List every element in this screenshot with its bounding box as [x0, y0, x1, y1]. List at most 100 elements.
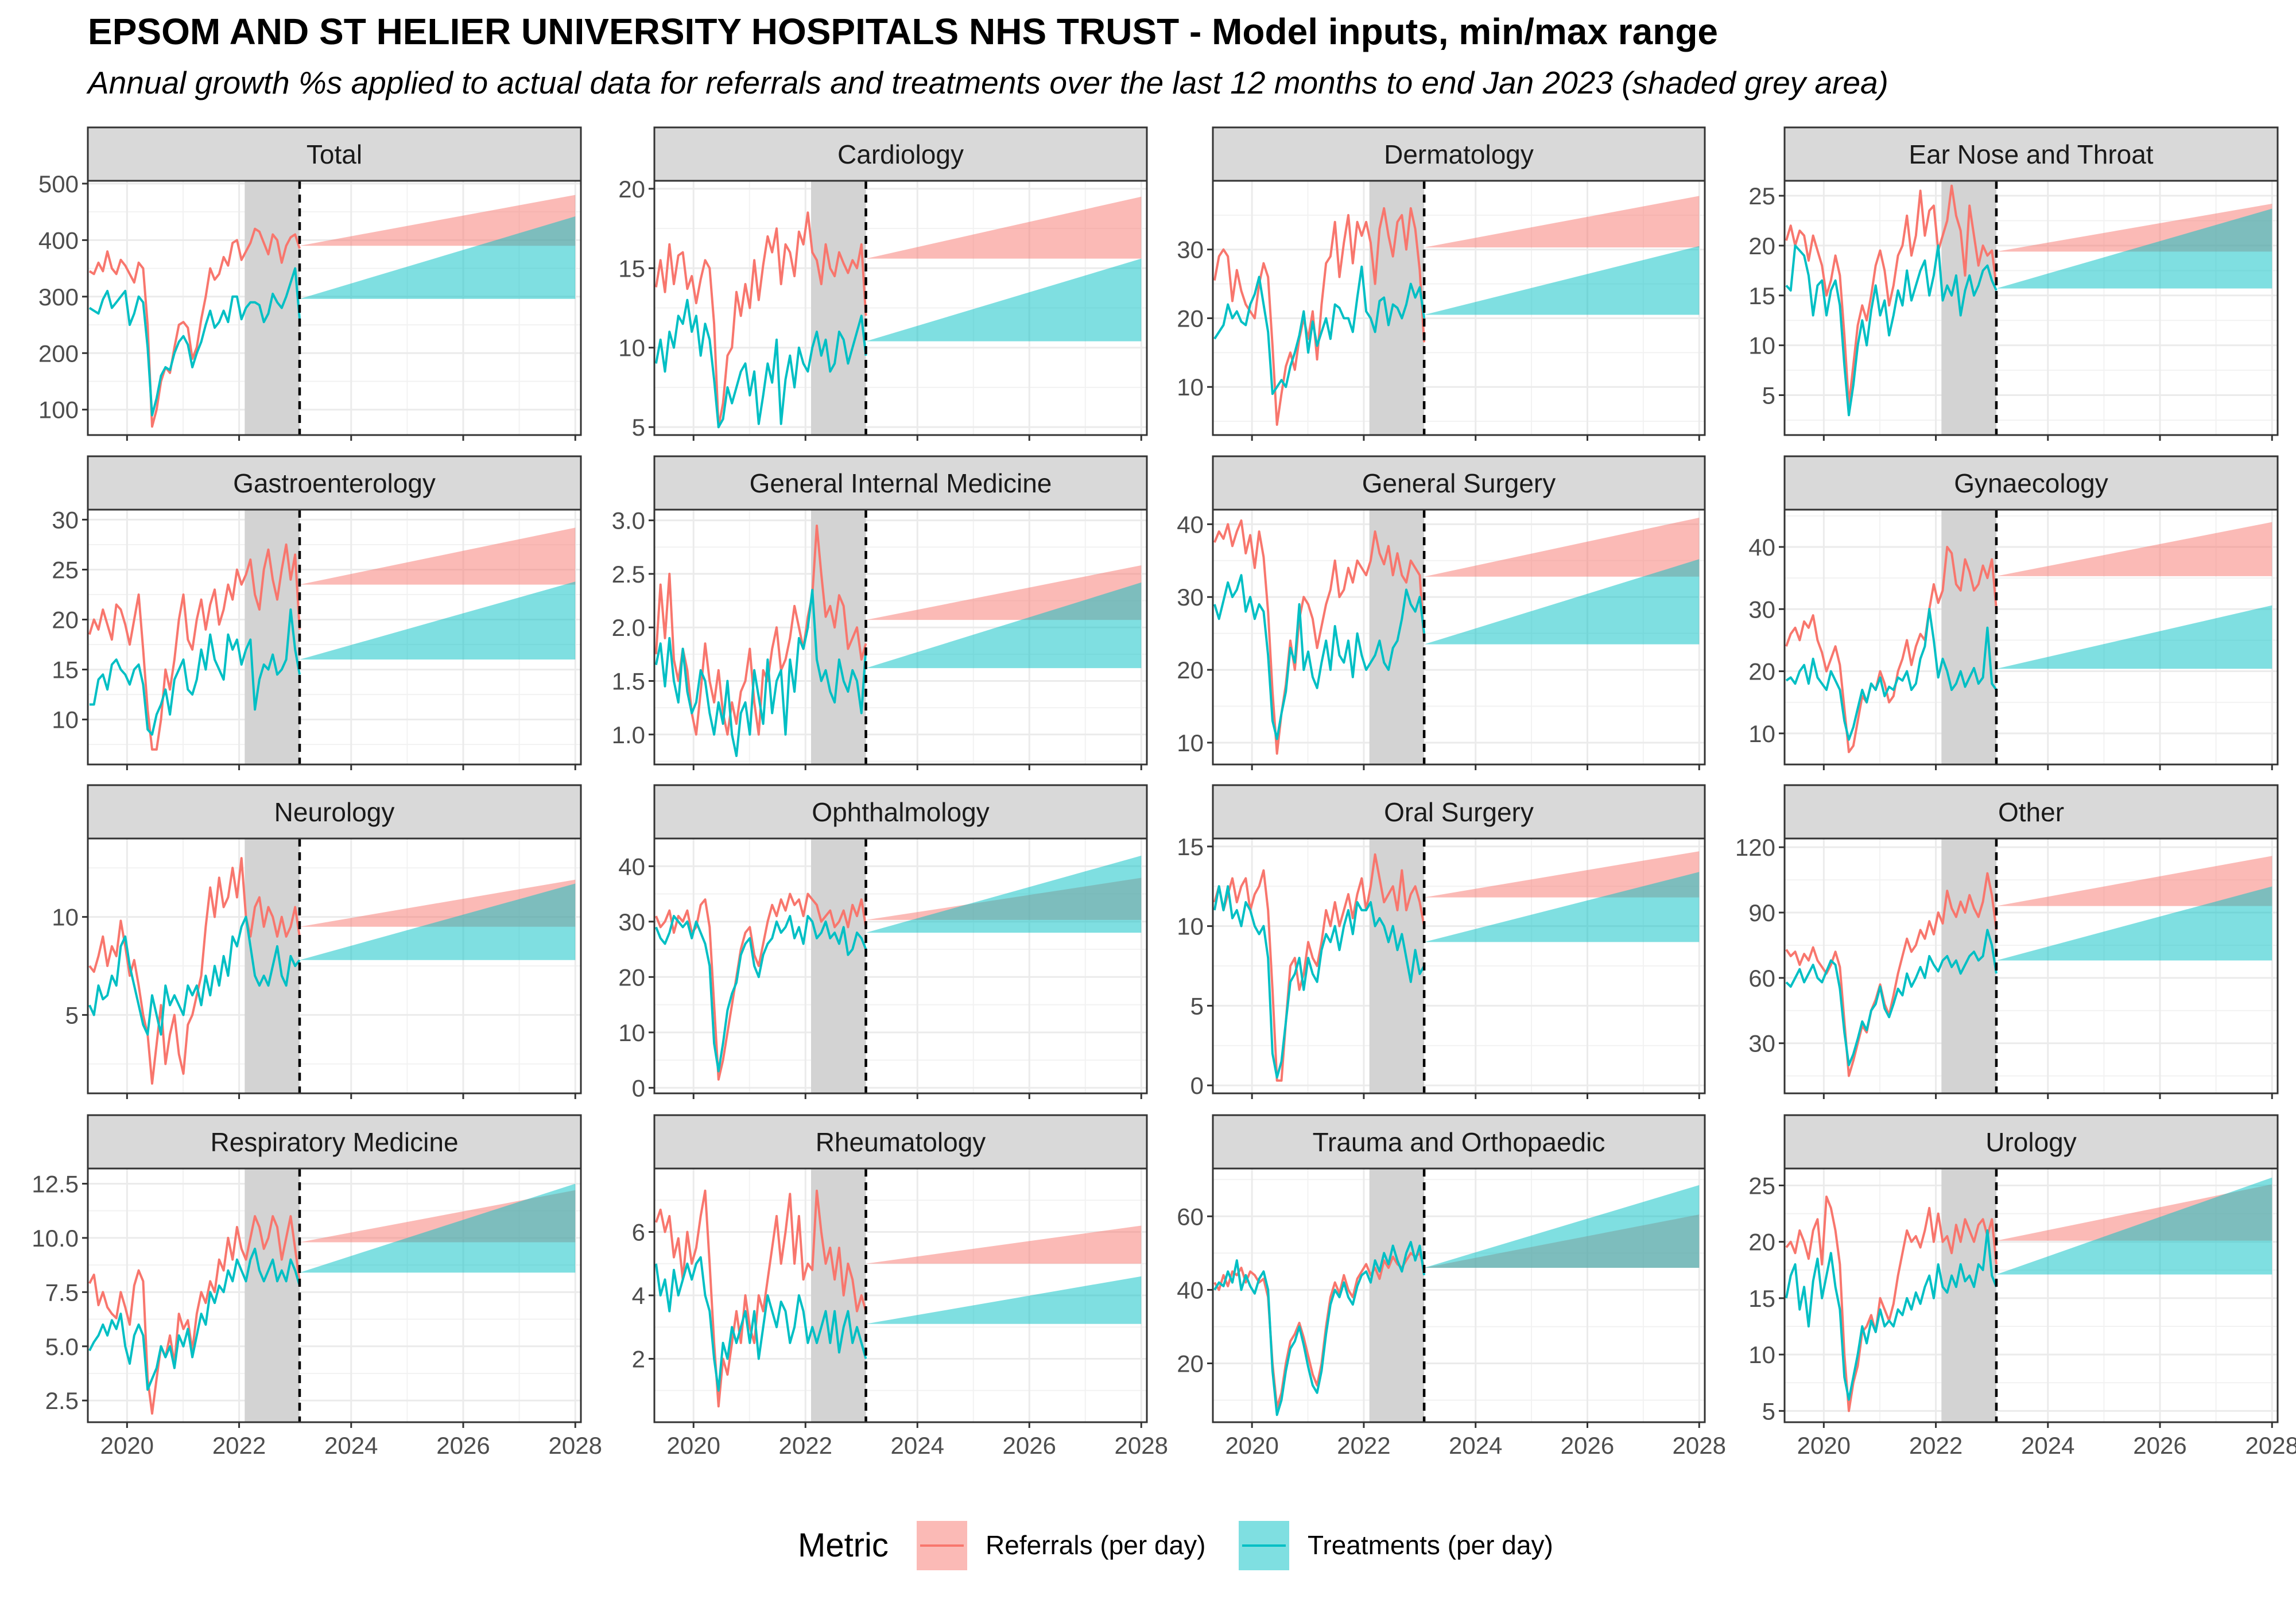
y-tick-label: 10 [52, 707, 79, 733]
y-tick-label: 25 [1748, 183, 1775, 209]
x-tick-label: 2024 [2021, 1432, 2074, 1459]
y-tick-label: 0 [1190, 1072, 1204, 1099]
treatments-projection-ribbon [1424, 246, 1700, 315]
y-tick-label: 10 [1748, 332, 1775, 359]
y-tick-label: 5 [632, 414, 645, 441]
facet-strip-label: Gastroenterology [233, 468, 436, 498]
treatments-line [1213, 885, 1425, 1079]
panel-border [1783, 1167, 2279, 1423]
facet-strip-label: Dermatology [1384, 139, 1534, 169]
referrals-line [88, 857, 301, 1085]
y-tick-label: 12.5 [32, 1170, 79, 1197]
panel-cardiology: Cardiology 5 10 15 20 [618, 126, 1148, 441]
treatments-projection-ribbon [299, 216, 576, 299]
treatments-line [655, 915, 867, 1073]
treatments-line [1213, 1241, 1426, 1416]
facet-strip [1212, 1114, 1706, 1170]
y-tick-label: 15 [1748, 1285, 1775, 1312]
treatments-projection-ribbon [1996, 886, 2272, 961]
panel-border [1783, 180, 2279, 436]
legend-label: Referrals (per day) [986, 1530, 1205, 1560]
y-tick-label: 20 [1748, 658, 1775, 685]
y-tick-label: 15 [52, 657, 79, 684]
y-tick-label: 20 [1748, 1229, 1775, 1256]
treatments-line [654, 588, 867, 758]
referrals-line [655, 1189, 867, 1408]
panel-rheumatology: Rheumatology 2 4 6 2020 2022 2024 2026 2028 [632, 1114, 1168, 1459]
page-subtitle: Annual growth %s applied to actual data … [88, 65, 1888, 100]
referrals-line [88, 1215, 301, 1415]
y-tick-label: 30 [1177, 236, 1204, 263]
panel-border [653, 180, 1148, 436]
shaded-window [811, 1169, 866, 1422]
facet-strip [653, 126, 1148, 182]
facet-strip-label: Trauma and Orthopaedic [1313, 1127, 1605, 1157]
panel-plot-area [1785, 510, 2278, 764]
y-tick-label: 15 [618, 255, 645, 282]
y-tick-label: 300 [38, 284, 79, 310]
facet-strip [653, 1114, 1148, 1170]
panel-general-internal-medicine: General Internal Medicine 1.0 1.5 2.0 2.5 3.0 [612, 455, 1148, 770]
treatments-line [654, 298, 867, 429]
referrals-projection-ribbon [299, 195, 576, 246]
y-tick-label: 25 [1748, 1172, 1775, 1199]
treatments-projection-ribbon [299, 1183, 576, 1273]
treatments-projection-ribbon [1996, 1177, 2272, 1275]
treatments-projection-ribbon [1424, 872, 1700, 942]
x-tick-label: 2024 [891, 1432, 944, 1459]
referrals-projection-ribbon [1424, 517, 1700, 577]
y-tick-label: 60 [1177, 1203, 1204, 1230]
referrals-line [654, 211, 867, 429]
panel-ear-nose-and-throat: Ear Nose and Throat 5 10 15 20 25 [1748, 126, 2279, 441]
x-tick-label: 2024 [324, 1432, 378, 1459]
panel-respiratory-medicine: Respiratory Medicine 2.5 5.0 7.5 10.0 12.5 202… [32, 1114, 602, 1459]
panel-total: Total 100 200 300 400 500 [38, 126, 582, 441]
page-title: EPSOM AND ST HELIER UNIVERSITY HOSPITALS… [88, 11, 1718, 52]
referrals-line [1213, 519, 1426, 755]
panel-border [1783, 837, 2279, 1094]
legend-item-referrals: Referrals (per day) [917, 1521, 1205, 1570]
x-tick-label: 2020 [1797, 1432, 1851, 1459]
y-tick-label: 40 [1748, 534, 1775, 561]
treatments-line [1785, 608, 1998, 741]
facet-strip [1212, 126, 1706, 182]
y-tick-label: 10 [1177, 913, 1204, 940]
treatments-projection-ribbon [299, 883, 576, 960]
panel-plot-area [88, 510, 581, 764]
facet-strip-label: Gynaecology [1954, 468, 2108, 498]
treatments-projection-ribbon [866, 258, 1142, 341]
facet-strip-label: Neurology [274, 797, 395, 827]
y-tick-label: 90 [1748, 899, 1775, 926]
panel-plot-area [1213, 1169, 1705, 1422]
treatments-projection-ribbon [1424, 559, 1700, 645]
x-tick-label: 2026 [2133, 1432, 2186, 1459]
treatments-line [88, 915, 301, 1036]
panel-plot-area [1213, 181, 1705, 435]
y-tick-label: 1.5 [612, 667, 645, 694]
referrals-projection-ribbon [299, 527, 576, 585]
shaded-window [245, 181, 300, 435]
shaded-window [245, 1169, 300, 1422]
treatments-projection-ribbon [1424, 1185, 1700, 1268]
y-tick-label: 10 [1177, 374, 1204, 401]
facet-strip-label: General Surgery [1362, 468, 1556, 498]
y-tick-label: 30 [1748, 596, 1775, 623]
treatments-line [1213, 265, 1426, 395]
y-tick-label: 10 [52, 904, 79, 931]
treatments-line [88, 1247, 301, 1391]
treatments-projection-ribbon [1996, 208, 2272, 289]
x-tick-label: 2020 [1225, 1432, 1278, 1459]
panel-gynaecology: Gynaecology 10 20 30 40 [1748, 455, 2279, 770]
y-tick-label: 20 [52, 607, 79, 634]
facet-strip [1783, 126, 2279, 182]
x-tick-label: 2028 [549, 1432, 602, 1459]
y-tick-label: 10 [1748, 1341, 1775, 1368]
facet-strip-label: Ophthalmology [812, 797, 989, 827]
panel-border [1212, 837, 1706, 1094]
treatments-line [1785, 1229, 1998, 1401]
referrals-line [88, 543, 301, 751]
y-tick-label: 6 [632, 1219, 645, 1246]
y-tick-label: 5 [65, 1002, 79, 1028]
facet-strip-label: Total [307, 139, 362, 169]
